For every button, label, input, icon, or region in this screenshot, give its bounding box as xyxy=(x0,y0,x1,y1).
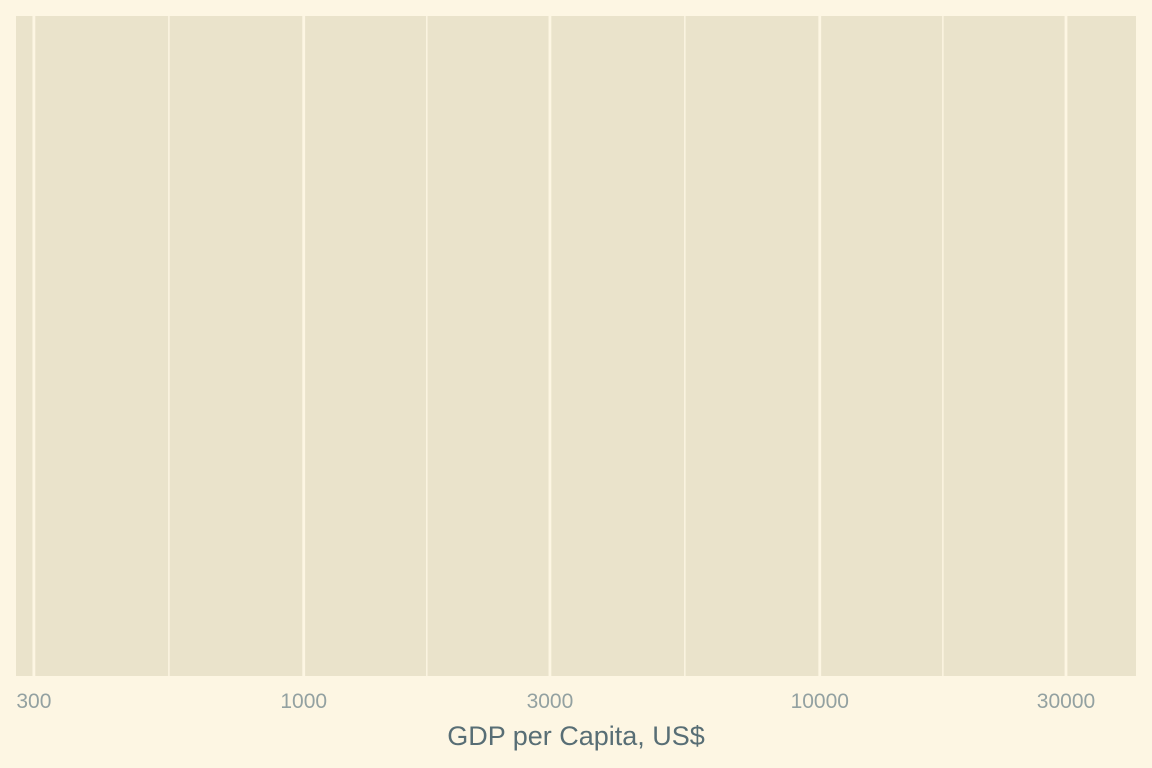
x-tick-label-1: 1000 xyxy=(280,690,327,713)
x-axis-ticks: 300 1000 3000 10000 30000 xyxy=(16,690,1095,713)
x-tick-label-0: 300 xyxy=(16,690,51,713)
minor-gridlines xyxy=(168,16,944,676)
major-gridlines xyxy=(32,16,1068,676)
x-axis-title: GDP per Capita, US$ xyxy=(447,721,705,751)
x-tick-label-3: 10000 xyxy=(791,690,849,713)
plot-panel xyxy=(16,16,1136,676)
x-tick-label-2: 3000 xyxy=(527,690,574,713)
x-tick-label-4: 30000 xyxy=(1037,690,1095,713)
